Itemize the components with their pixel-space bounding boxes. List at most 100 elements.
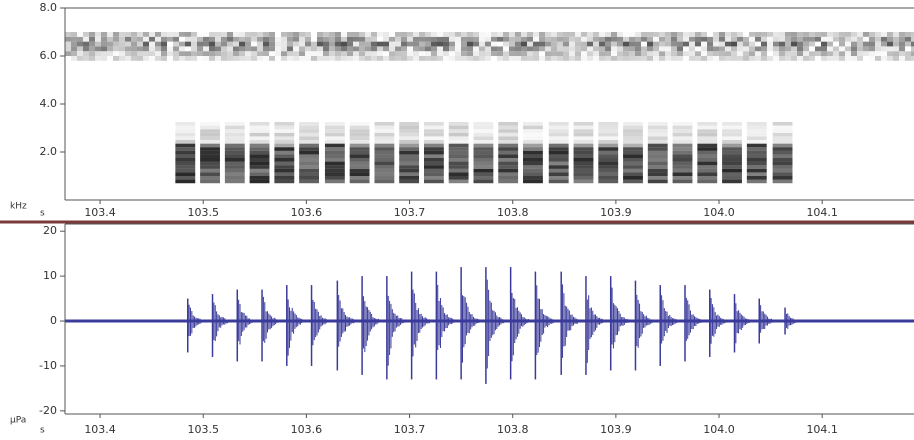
noise-cell xyxy=(515,32,521,37)
noise-cell xyxy=(725,46,731,52)
noise-cell xyxy=(437,41,443,47)
noise-cell xyxy=(497,46,503,52)
pulse-cell xyxy=(299,165,319,169)
noise-cell xyxy=(587,46,593,52)
noise-cell xyxy=(143,51,149,56)
noise-cell xyxy=(857,56,863,61)
noise-cell xyxy=(593,51,599,56)
pulse-cell xyxy=(473,122,494,126)
noise-cell xyxy=(101,46,107,52)
noise-cell xyxy=(827,36,833,42)
noise-cell xyxy=(347,36,353,42)
noise-cell xyxy=(785,41,791,47)
pulse-cell xyxy=(200,154,220,158)
noise-cell xyxy=(755,56,761,61)
noise-cell xyxy=(191,41,197,47)
noise-cell xyxy=(875,51,881,56)
noise-cell xyxy=(815,41,821,47)
noise-cell xyxy=(173,41,179,47)
noise-cell xyxy=(569,51,575,56)
pulse-cell xyxy=(224,161,245,166)
noise-cell xyxy=(491,41,497,47)
pulse-cell xyxy=(349,132,370,137)
pulse-cell xyxy=(623,161,643,166)
noise-cell xyxy=(107,32,113,37)
noise-cell xyxy=(701,32,707,37)
noise-cell xyxy=(689,36,695,42)
noise-cell xyxy=(671,36,677,42)
noise-cell xyxy=(299,32,305,37)
noise-cell xyxy=(443,56,449,61)
pulse-cell xyxy=(274,161,295,166)
noise-cell xyxy=(587,36,593,42)
noise-cell xyxy=(641,41,647,47)
noise-cell xyxy=(563,56,569,61)
noise-cell xyxy=(545,41,551,47)
pulse-cell xyxy=(523,132,543,137)
noise-cell xyxy=(359,36,365,42)
noise-cell xyxy=(725,51,731,56)
x-tick-label: 104.1 xyxy=(806,423,838,436)
noise-cell xyxy=(575,36,581,42)
noise-cell xyxy=(119,32,125,37)
pulse-cell xyxy=(249,161,270,166)
noise-cell xyxy=(497,36,503,42)
noise-cell xyxy=(803,56,809,61)
noise-cell xyxy=(377,32,383,37)
pulse-cell xyxy=(448,158,469,162)
noise-cell xyxy=(143,32,149,37)
noise-cell xyxy=(713,56,719,61)
noise-cell xyxy=(785,32,791,37)
noise-cell xyxy=(755,32,761,37)
noise-cell xyxy=(185,36,191,42)
noise-cell xyxy=(389,36,395,42)
pulse-cell xyxy=(498,122,519,126)
pulse-band xyxy=(175,147,196,184)
pulse-cell xyxy=(224,143,245,148)
noise-cell xyxy=(659,41,665,47)
noise-cell xyxy=(689,46,695,52)
noise-cell xyxy=(395,41,401,47)
pulse-band xyxy=(349,147,370,184)
pulse-cell xyxy=(175,125,196,130)
noise-cell xyxy=(83,32,89,37)
pulse-cell xyxy=(672,129,693,133)
noise-cell xyxy=(185,56,191,61)
noise-cell xyxy=(557,46,563,52)
noise-cell xyxy=(419,56,425,61)
noise-cell xyxy=(431,36,437,42)
pulse-cell xyxy=(697,147,718,151)
pulse-cell xyxy=(399,140,420,144)
noise-cell xyxy=(239,32,245,37)
noise-cell xyxy=(773,41,779,47)
noise-cell xyxy=(443,41,449,47)
pulse-cell xyxy=(200,150,220,155)
noise-cell xyxy=(869,56,875,61)
noise-cell xyxy=(173,46,179,52)
pulse-cell xyxy=(200,179,220,184)
noise-cell xyxy=(851,56,857,61)
noise-cell xyxy=(755,36,761,42)
pulse-band xyxy=(324,147,345,184)
pulse-cell xyxy=(548,129,569,133)
noise-cell xyxy=(227,56,233,61)
pulse-cell xyxy=(772,140,793,144)
noise-cell xyxy=(797,32,803,37)
noise-cell xyxy=(155,51,161,56)
noise-cell xyxy=(587,56,593,61)
noise-cell xyxy=(101,56,107,61)
noise-cell xyxy=(239,41,245,47)
noise-cell xyxy=(203,41,209,47)
noise-cell xyxy=(575,46,581,52)
pulse-cell xyxy=(175,132,196,137)
noise-cell xyxy=(833,56,839,61)
pulse-cell xyxy=(200,161,220,166)
noise-cell xyxy=(521,36,527,42)
pulse-cell xyxy=(349,176,370,180)
noise-cell xyxy=(821,32,827,37)
pulse-cell xyxy=(672,168,693,173)
noise-cell xyxy=(455,36,461,42)
pulse-cell xyxy=(299,150,319,155)
pulse-cell xyxy=(498,143,519,148)
noise-cell xyxy=(185,32,191,37)
